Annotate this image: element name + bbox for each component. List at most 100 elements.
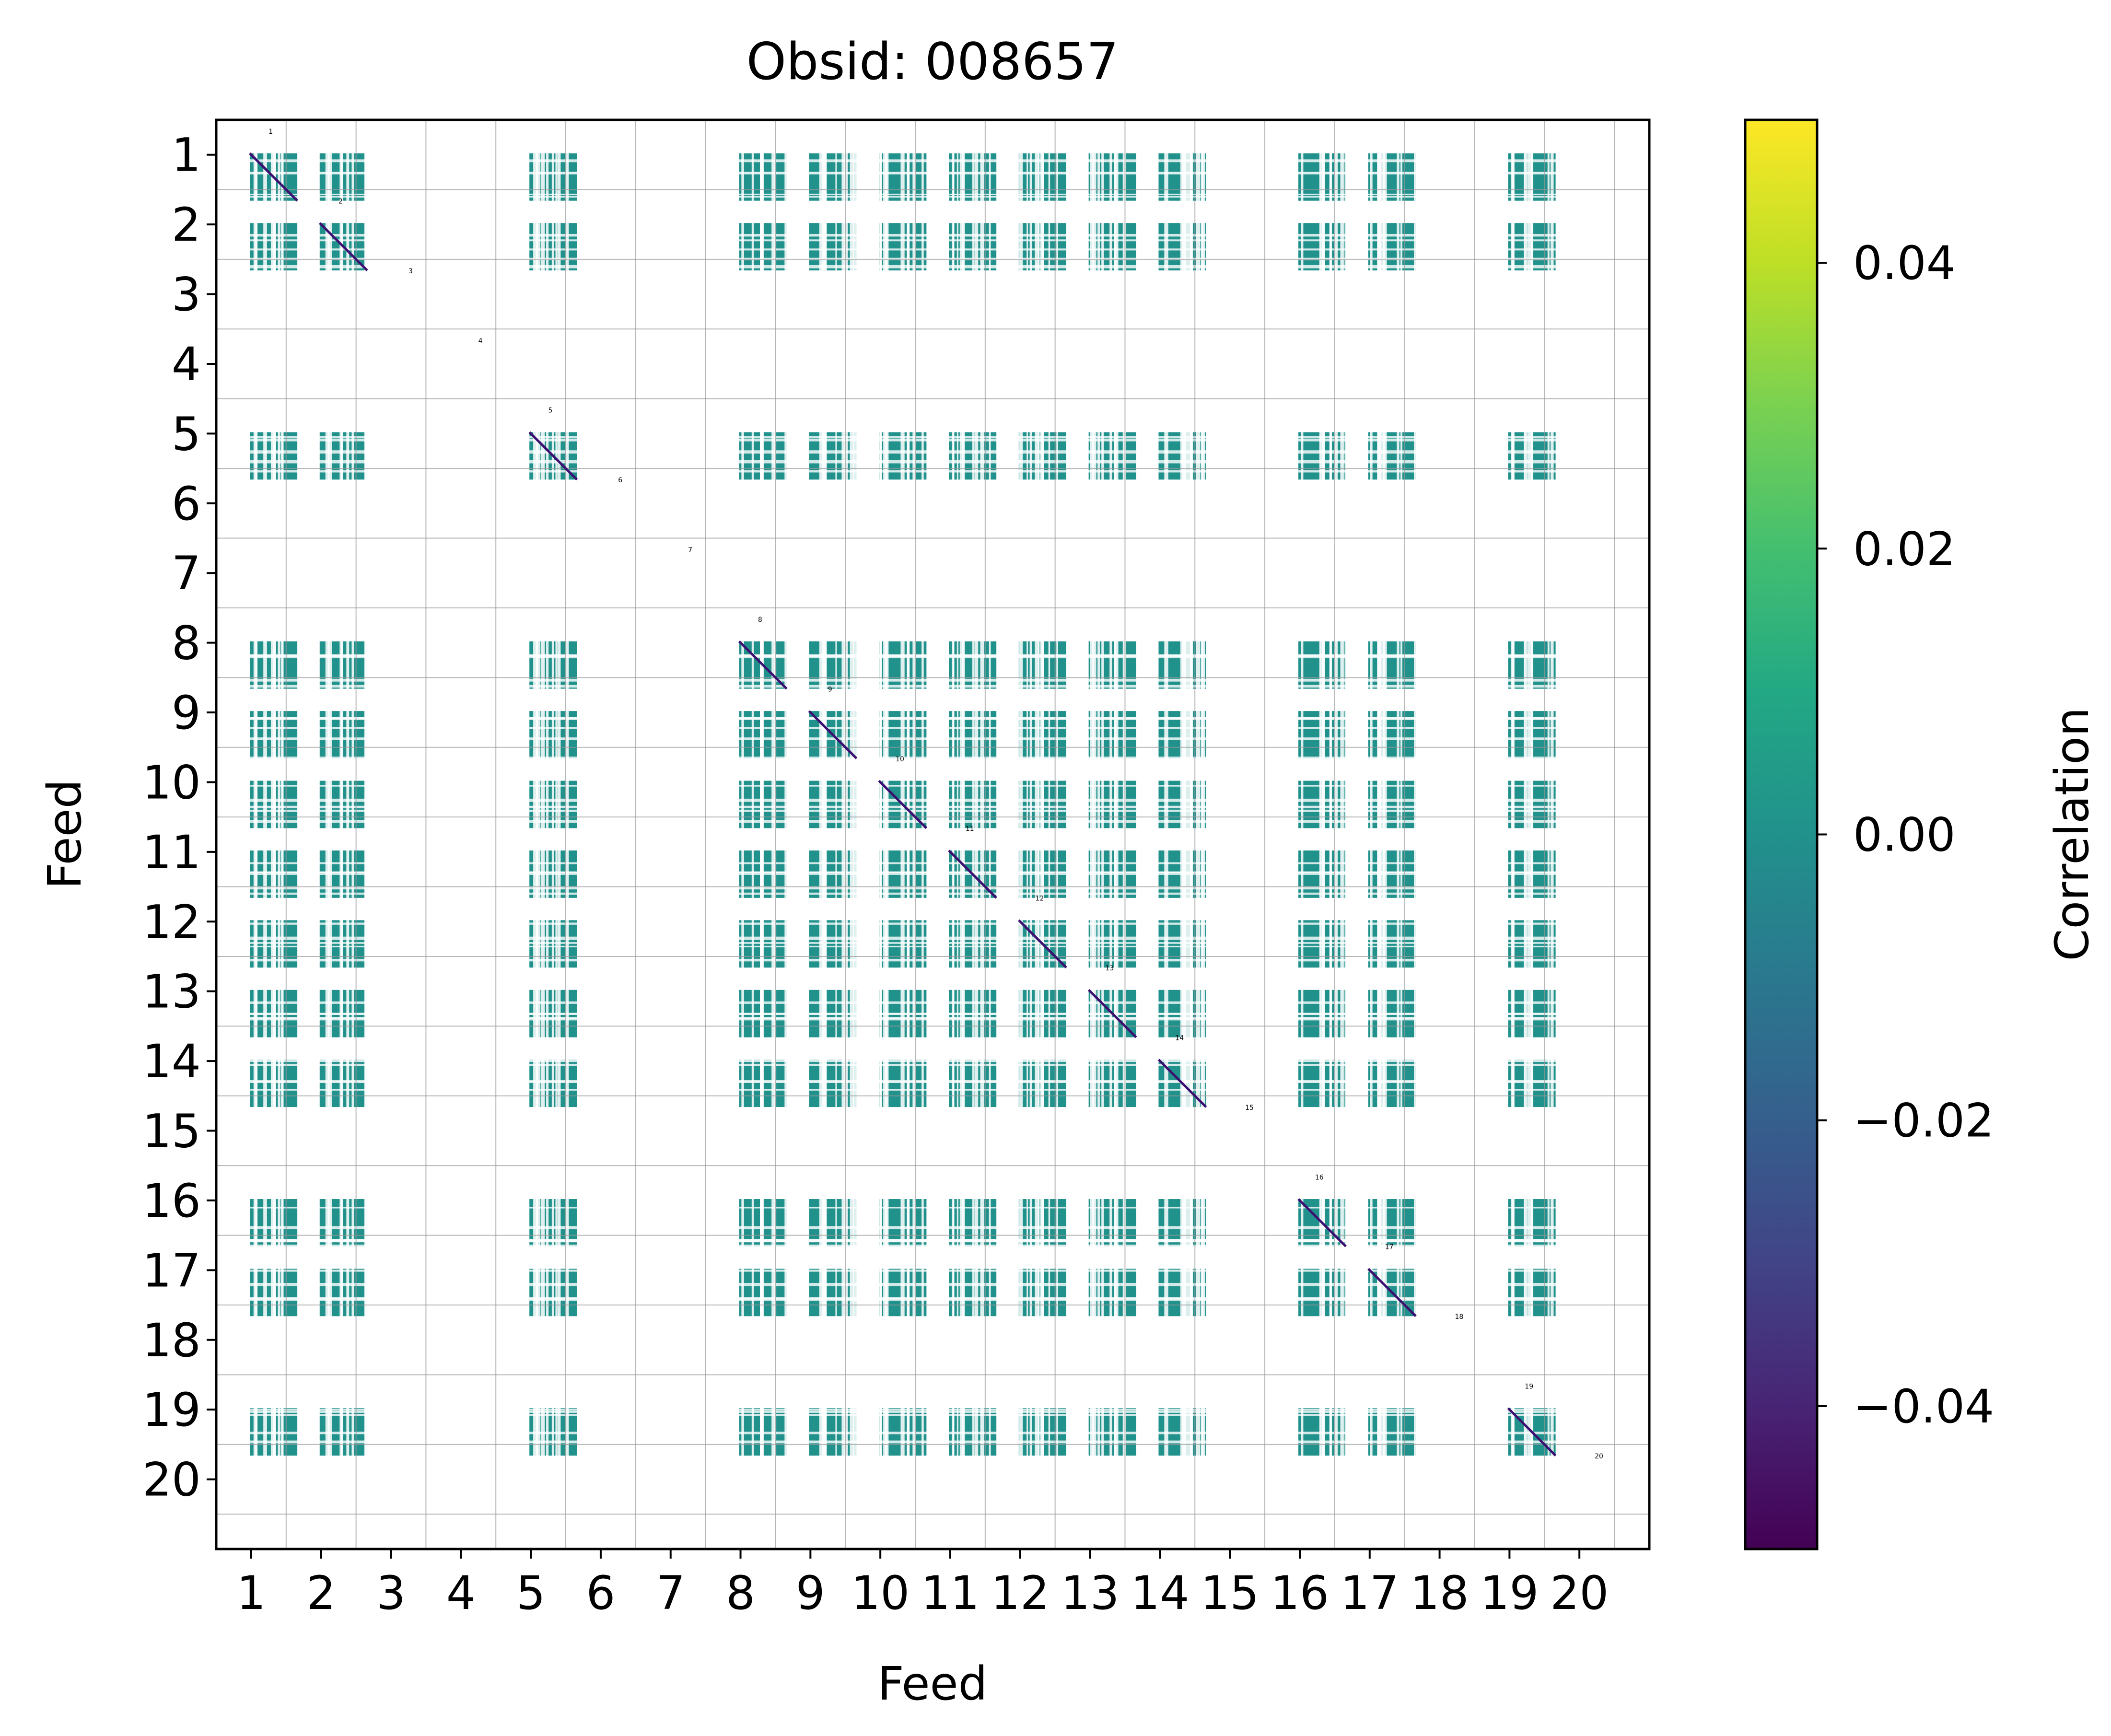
mask-stripe-x-5-8 [536, 120, 538, 1549]
mask-stripe-x-12-7 [1040, 120, 1044, 1549]
mask-stripe-x-9-7 [841, 120, 845, 1549]
mask-stripe-x-9-1 [850, 120, 854, 1549]
mask-stripe-x-9-4 [835, 120, 837, 1549]
mask-stripe-x-16-0 [1319, 120, 1321, 1549]
mask-stripe-x-1-8 [281, 120, 284, 1549]
mask-stripe-x-10-7 [880, 120, 882, 1549]
mask-stripe-y-11-4 [216, 862, 1649, 864]
mask-stripe-x-11-2 [956, 120, 958, 1549]
y-tick-label-19: 19 [142, 1383, 201, 1437]
feed-annotation-9: 9 [828, 686, 832, 693]
mask-stripe-x-10-5 [885, 120, 889, 1549]
mask-stripe-x-19-2 [1551, 120, 1554, 1549]
mask-stripe-y-14-4 [216, 1080, 1649, 1083]
mask-stripe-x-5-1 [536, 120, 541, 1549]
mask-stripe-x-17-5 [1377, 120, 1381, 1549]
y-tick-label-14: 14 [142, 1035, 201, 1088]
mask-stripe-x-5-0 [555, 120, 558, 1549]
mask-stripe-x-14-5 [1182, 120, 1186, 1549]
x-tick-label-3: 3 [376, 1566, 406, 1620]
y-tick-label-1: 1 [172, 128, 201, 182]
mask-stripe-x-5-5 [551, 120, 554, 1549]
diagonal-17 [1367, 1268, 1417, 1317]
diagonal-13 [1087, 989, 1137, 1038]
mask-stripe-y-19-4 [216, 1432, 1649, 1434]
mask-stripe-x-16-1 [1344, 120, 1348, 1549]
y-tick-label-18: 18 [142, 1314, 201, 1367]
mask-stripe-y-1-0 [216, 196, 1649, 198]
correlation-block-14-9 [809, 1060, 857, 1107]
mask-stripe-y-9-1 [216, 757, 1649, 759]
mask-stripe-x-14-7 [1184, 120, 1189, 1549]
mask-stripe-x-16-6 [1301, 120, 1304, 1549]
mask-stripe-y-5-1 [216, 470, 1649, 473]
mask-stripe-x-5-3 [533, 120, 537, 1549]
y-tick-label-3: 3 [172, 268, 201, 322]
y-tick-label-10: 10 [142, 756, 201, 809]
x-tick-label-4: 4 [446, 1566, 476, 1620]
mask-stripe-y-2-3 [216, 233, 1649, 237]
mask-stripe-x-19-7 [1511, 120, 1515, 1549]
mask-stripe-y-14-3 [216, 1063, 1649, 1066]
mask-stripe-x-9-2 [853, 120, 857, 1549]
mask-stripe-y-11-3 [216, 892, 1649, 895]
mask-stripe-y-14-0 [216, 1060, 1649, 1062]
y-tick-label-11: 11 [142, 826, 201, 879]
mask-stripe-y-10-3 [216, 785, 1649, 787]
y-tick-label-8: 8 [172, 617, 201, 670]
mask-stripe-y-2-1 [216, 239, 1649, 242]
mask-stripe-x-9-8 [821, 120, 826, 1549]
correlation-block-8-9 [809, 641, 857, 689]
mask-stripe-x-5-7 [565, 120, 569, 1549]
mask-stripe-x-10-4 [907, 120, 910, 1549]
mask-stripe-x-11-1 [959, 120, 964, 1549]
mask-stripe-x-14-4 [1201, 120, 1203, 1549]
feed-annotation-14: 14 [1175, 1034, 1184, 1042]
feed-annotation-20: 20 [1595, 1453, 1603, 1460]
feed-annotation-6: 6 [618, 477, 622, 484]
mask-stripe-x-8-6 [760, 120, 763, 1549]
feed-annotation-15: 15 [1245, 1104, 1254, 1112]
diagonal-11 [948, 850, 997, 899]
mask-stripe-y-8-1 [216, 656, 1649, 659]
x-tick-label-15: 15 [1201, 1566, 1259, 1620]
mask-stripe-x-2-4 [365, 120, 367, 1549]
mask-stripe-y-1-2 [216, 172, 1649, 174]
mask-stripe-y-5-0 [216, 450, 1649, 454]
mask-stripe-y-9-2 [216, 727, 1649, 729]
y-tick-label-9: 9 [172, 686, 201, 740]
feed-annotation-3: 3 [408, 268, 413, 275]
y-axis-label: Feed [38, 779, 92, 889]
chart-title: Obsid: 008657 [746, 32, 1119, 91]
correlation-block-2-9 [809, 223, 857, 271]
mask-stripe-y-16-0 [216, 1245, 1649, 1248]
mask-stripe-x-19-8 [1529, 120, 1533, 1549]
mask-stripe-x-10-3 [900, 120, 905, 1549]
feed-annotation-19: 19 [1525, 1383, 1533, 1391]
feed-annotation-13: 13 [1105, 965, 1114, 972]
mask-stripe-y-11-2 [216, 871, 1649, 873]
mask-stripe-y-2-0 [216, 248, 1649, 251]
mask-stripe-y-17-2 [216, 1298, 1649, 1301]
colorbar [1744, 118, 1819, 1550]
mask-stripe-y-1-1 [216, 172, 1649, 175]
mask-stripe-y-10-1 [216, 805, 1649, 808]
x-tick-label-14: 14 [1131, 1566, 1189, 1620]
diagonal-19 [1507, 1407, 1557, 1456]
mask-stripe-x-12-6 [1019, 120, 1023, 1549]
y-tick-label-17: 17 [142, 1244, 201, 1297]
mask-stripe-x-2-3 [325, 120, 328, 1549]
mask-stripe-x-2-8 [340, 120, 343, 1549]
mask-stripe-x-5-4 [540, 120, 545, 1549]
y-tick-label-20: 20 [142, 1453, 201, 1507]
mask-stripe-x-12-1 [1056, 120, 1059, 1549]
feed-grid [216, 120, 1649, 1549]
feed-annotation-11: 11 [966, 825, 974, 833]
plot-background [216, 120, 1649, 1549]
plot-frame [215, 118, 1651, 1550]
mask-stripe-x-8-2 [771, 120, 775, 1549]
x-tick-label-8: 8 [726, 1566, 755, 1620]
mask-stripe-x-16-3 [1334, 120, 1338, 1549]
